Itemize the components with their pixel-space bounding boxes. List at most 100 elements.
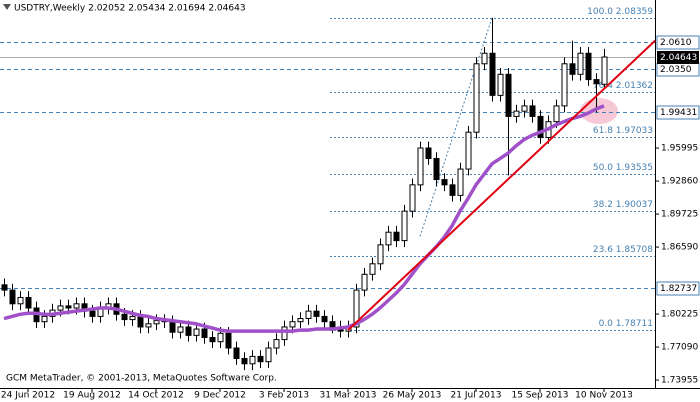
candle-body: [465, 131, 472, 170]
x-tick-label: 9 Dec 2012: [194, 391, 246, 401]
y-tick-label: 1.73955: [661, 376, 698, 386]
candle-body: [537, 115, 544, 138]
candle-body: [577, 52, 584, 75]
candle-body: [57, 305, 64, 311]
candle-body: [73, 303, 80, 309]
candle-body: [425, 147, 432, 160]
x-tick-label: 19 Aug 2012: [63, 391, 121, 401]
candle-body: [457, 168, 464, 196]
candle-body: [281, 326, 288, 341]
chart-title: USDTRY,Weekly 2.02052 2.05434 2.01694 2.…: [14, 4, 246, 14]
x-tick-label: 15 Sep 2013: [511, 391, 568, 401]
candle-body: [25, 296, 32, 309]
fib-level-label: 61.8 1.97033: [593, 126, 653, 136]
candle-body: [513, 110, 520, 117]
candle-body: [305, 310, 312, 320]
candle-body: [401, 210, 408, 242]
candle-body: [585, 52, 592, 81]
candle-body: [409, 184, 416, 212]
candle-body: [449, 184, 456, 196]
y-tick-label: 1.95995: [661, 144, 698, 154]
candle-body: [321, 315, 328, 323]
last-price-box: [657, 51, 699, 64]
x-tick-label: 10 Nov 2013: [575, 391, 633, 401]
y-tick-label: 1.86590: [661, 243, 698, 253]
candle-body: [289, 321, 296, 328]
candle-body: [145, 323, 152, 328]
candle-body: [489, 52, 496, 96]
fib-level-label: 76.4 2.01362: [593, 81, 653, 91]
level-box: [656, 35, 700, 50]
candle-body: [601, 56, 608, 85]
x-tick-label: 26 May 2013: [383, 391, 442, 401]
candle-body: [433, 158, 440, 181]
candle-body: [225, 332, 232, 349]
level-label: 2.0610: [660, 38, 692, 48]
candle-body: [1, 284, 8, 291]
fib-level-label: 0.0 1.78711: [599, 319, 653, 329]
trend-line: [347, 39, 656, 331]
candle-body: [137, 315, 144, 328]
candle-body: [121, 313, 128, 321]
candle-body: [41, 315, 48, 323]
candle-body: [521, 105, 528, 112]
candle-body: [361, 273, 368, 291]
candle-body: [353, 289, 360, 328]
y-tick-label: 1.80225: [661, 310, 698, 320]
fib-level-label: 23.6 1.85708: [593, 245, 653, 255]
x-tick-label: 31 Mar 2013: [319, 391, 376, 401]
candle-body: [9, 289, 16, 305]
candle-body: [417, 147, 424, 186]
candle-body: [561, 63, 568, 107]
candle-body: [17, 296, 24, 305]
candle-body: [153, 320, 160, 325]
candle-body: [241, 358, 248, 365]
x-tick-label: 24 Jun 2012: [1, 391, 55, 401]
y-tick-label: 1.89725: [661, 210, 698, 220]
candle-body: [553, 105, 560, 123]
candle-body: [593, 79, 600, 85]
candle-body: [233, 347, 240, 360]
symbol-icon: [3, 4, 11, 10]
fib-level-label: 38.2 1.90037: [593, 200, 653, 210]
candle-body: [249, 355, 256, 365]
x-tick-label: 14 Oct 2012: [128, 391, 184, 401]
candle-body: [393, 231, 400, 242]
candle-body: [193, 328, 200, 336]
candle-body: [441, 179, 448, 186]
candle-body: [473, 63, 480, 133]
fib-level-label: 50.0 1.93535: [593, 163, 653, 173]
level-label: 2.0350: [660, 65, 692, 75]
x-tick-label: 3 Feb 2013: [259, 391, 309, 401]
highlight: [580, 98, 618, 124]
candle-body: [529, 105, 536, 117]
level-label: 1.82737: [660, 284, 697, 294]
footer: GCM MetaTrader, © 2001-2013, MetaQuotes …: [6, 374, 277, 384]
candle-body: [385, 231, 392, 246]
fib-level-label: 100.0 2.08359: [587, 7, 653, 17]
level-label: 1.99431: [660, 108, 697, 118]
candle-body: [217, 332, 224, 343]
candle-body: [377, 244, 384, 265]
y-tick-label: 1.77090: [661, 343, 698, 353]
candle-body: [65, 305, 72, 309]
moving-average: [3, 104, 605, 333]
candle-body: [257, 355, 264, 363]
level-box: [656, 105, 700, 120]
candle-body: [369, 263, 376, 275]
y-tick-label: 1.92860: [661, 177, 698, 187]
candle-body: [209, 336, 216, 343]
candle-body: [89, 310, 96, 317]
candle-body: [185, 326, 192, 336]
candle-body: [273, 339, 280, 349]
candle-body: [201, 328, 208, 338]
level-box: [656, 281, 700, 296]
candle-body: [177, 326, 184, 333]
candle-body: [569, 63, 576, 75]
candle-body: [313, 310, 320, 317]
candle-body: [265, 347, 272, 363]
candle-body: [481, 52, 488, 65]
candle-body: [497, 73, 504, 96]
